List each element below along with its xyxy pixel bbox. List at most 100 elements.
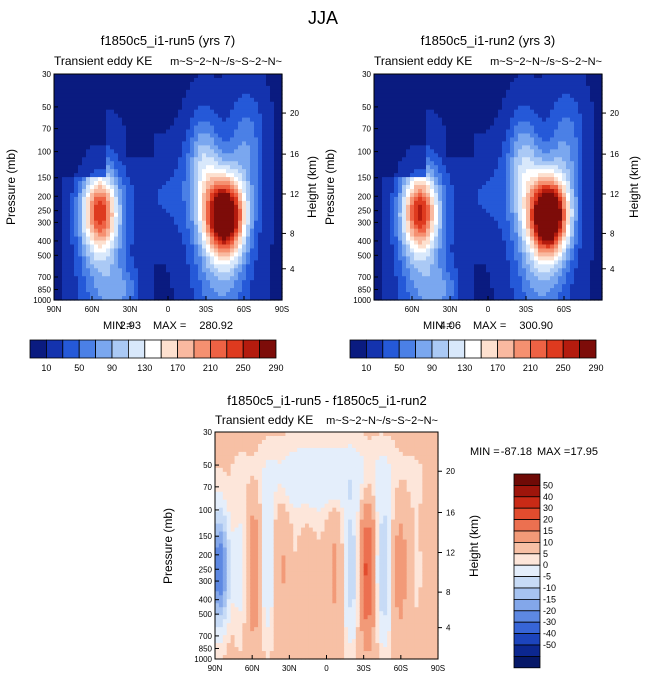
heatmap-cell [62, 81, 67, 87]
heatmap-cell [162, 212, 167, 218]
heatmap-cell [174, 204, 179, 210]
heatmap-cell [434, 260, 439, 265]
heatmap-cell [138, 125, 143, 131]
heatmap-cell [162, 260, 167, 265]
heatmap-cell [182, 248, 187, 254]
heatmap-cell [250, 264, 255, 269]
heatmap-cell [270, 177, 275, 182]
heatmap-cell [114, 77, 119, 83]
heatmap-cell [210, 264, 215, 269]
heatmap-cell [486, 141, 491, 146]
heatmap-cell [214, 284, 219, 289]
heatmap-cell [454, 109, 459, 115]
heatmap-cell [490, 77, 495, 83]
heatmap-cell [374, 145, 379, 150]
heatmap-cell [234, 153, 239, 158]
heatmap-cell [94, 276, 99, 281]
heatmap-cell [62, 85, 67, 91]
heatmap-cell [258, 284, 263, 289]
heatmap-cell [278, 268, 283, 273]
heatmap-cell [122, 101, 127, 107]
heatmap-cell [98, 292, 103, 297]
heatmap-cell [198, 216, 203, 222]
heatmap-cell [414, 149, 419, 154]
heatmap-cell [146, 133, 151, 139]
heatmap-cell [402, 125, 407, 131]
heatmap-cell [474, 188, 479, 194]
heatmap-cell [430, 252, 435, 257]
heatmap-cell [482, 276, 487, 281]
heatmap-cell [166, 77, 171, 83]
heatmap-cell [262, 256, 267, 261]
heatmap-cell [426, 264, 431, 269]
heatmap-cell [250, 121, 255, 127]
heatmap-cell [470, 133, 475, 139]
heatmap-cell [118, 256, 123, 261]
heatmap-cell [458, 232, 463, 238]
heatmap-cell [422, 141, 427, 146]
heatmap-cell [450, 153, 455, 158]
heatmap-cell [454, 165, 459, 170]
heatmap-cell [458, 192, 463, 198]
heatmap-cell [262, 276, 267, 281]
heatmap-cell [114, 268, 119, 273]
heatmap-cell [174, 141, 179, 146]
heatmap-cell [162, 288, 167, 293]
heatmap-cell [390, 161, 395, 166]
heatmap-cell [134, 236, 139, 242]
heatmap-cell [422, 181, 427, 186]
heatmap-cell [242, 188, 247, 194]
heatmap-cell [258, 101, 263, 107]
panel-subtitle-right: m~S~2~N~/s~S~2~N~ [170, 56, 282, 68]
heatmap-cell [118, 260, 123, 265]
heatmap-cell [218, 244, 223, 250]
heatmap-cell [414, 240, 419, 246]
heatmap-cell [258, 133, 263, 139]
heatmap-cell [442, 204, 447, 210]
heatmap-cell [178, 192, 183, 198]
heatmap-cell [262, 236, 267, 242]
heatmap-cell [466, 85, 471, 91]
heatmap-cell [162, 192, 167, 198]
heatmap-cell [126, 260, 131, 265]
heatmap-cell [466, 133, 471, 139]
heatmap-cell [234, 137, 239, 142]
heatmap-cell [386, 216, 391, 222]
heatmap-cell [406, 216, 411, 222]
heatmap-cell [450, 296, 455, 301]
heatmap-cell [74, 256, 79, 261]
heatmap-cell [270, 181, 275, 186]
heatmap-cell [126, 81, 131, 87]
heatmap-cell [450, 185, 455, 190]
heatmap-cell [58, 192, 63, 198]
colorbar-swatch [209, 339, 228, 359]
heatmap-cell [398, 113, 403, 119]
heatmap-cell [482, 129, 487, 135]
heatmap-cell [194, 272, 199, 277]
heatmap-cell [86, 260, 91, 265]
heatmap-cell [186, 268, 191, 273]
heatmap-cell [106, 97, 111, 103]
heatmap-cell [106, 288, 111, 293]
heatmap-cell [62, 133, 67, 139]
heatmap-cell [442, 296, 447, 301]
heatmap-cell [138, 224, 143, 230]
heatmap-cell [238, 121, 243, 127]
heatmap-cell [230, 208, 235, 214]
heatmap-cell [398, 196, 403, 202]
heatmap-cell [210, 188, 215, 194]
heatmap-cell [194, 204, 199, 210]
heatmap-cell [218, 165, 223, 170]
heatmap-cell [442, 161, 447, 166]
heatmap-cell [74, 288, 79, 293]
heatmap-cell [70, 260, 75, 265]
heatmap-cell [206, 224, 211, 230]
heatmap-cell [482, 220, 487, 226]
heatmap-cell [206, 212, 211, 218]
heatmap-cell [246, 280, 251, 285]
heatmap-cell [446, 113, 451, 119]
heatmap-cell [446, 177, 451, 182]
heatmap-cell [462, 105, 467, 111]
heatmap-cell [210, 117, 215, 123]
heatmap-cell [478, 165, 483, 170]
